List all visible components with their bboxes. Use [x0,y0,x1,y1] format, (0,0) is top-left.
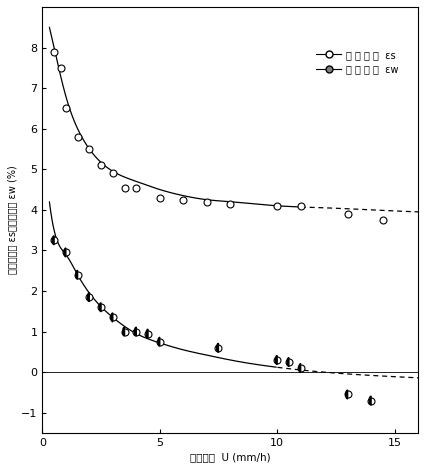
Polygon shape [146,329,148,338]
Polygon shape [369,396,371,405]
X-axis label: 凍結速度  U (mm/h): 凍結速度 U (mm/h) [190,452,271,462]
Polygon shape [76,271,78,279]
Polygon shape [88,293,89,302]
Polygon shape [99,303,101,311]
Polygon shape [123,327,125,336]
Y-axis label: 凍土膨張率 εs、吸排水率 εw (%): 凍土膨張率 εs、吸排水率 εw (%) [7,166,17,274]
Polygon shape [346,390,348,399]
Polygon shape [64,248,66,257]
Polygon shape [217,343,218,352]
Polygon shape [299,364,300,372]
Legend: 凍 土 膨 張  εs, 吸 排 水 率  εw: 凍 土 膨 張 εs, 吸 排 水 率 εw [312,46,402,78]
Polygon shape [134,327,136,336]
Polygon shape [158,337,160,346]
Polygon shape [111,313,113,322]
Polygon shape [275,356,277,364]
Polygon shape [287,358,289,366]
Polygon shape [52,236,54,245]
